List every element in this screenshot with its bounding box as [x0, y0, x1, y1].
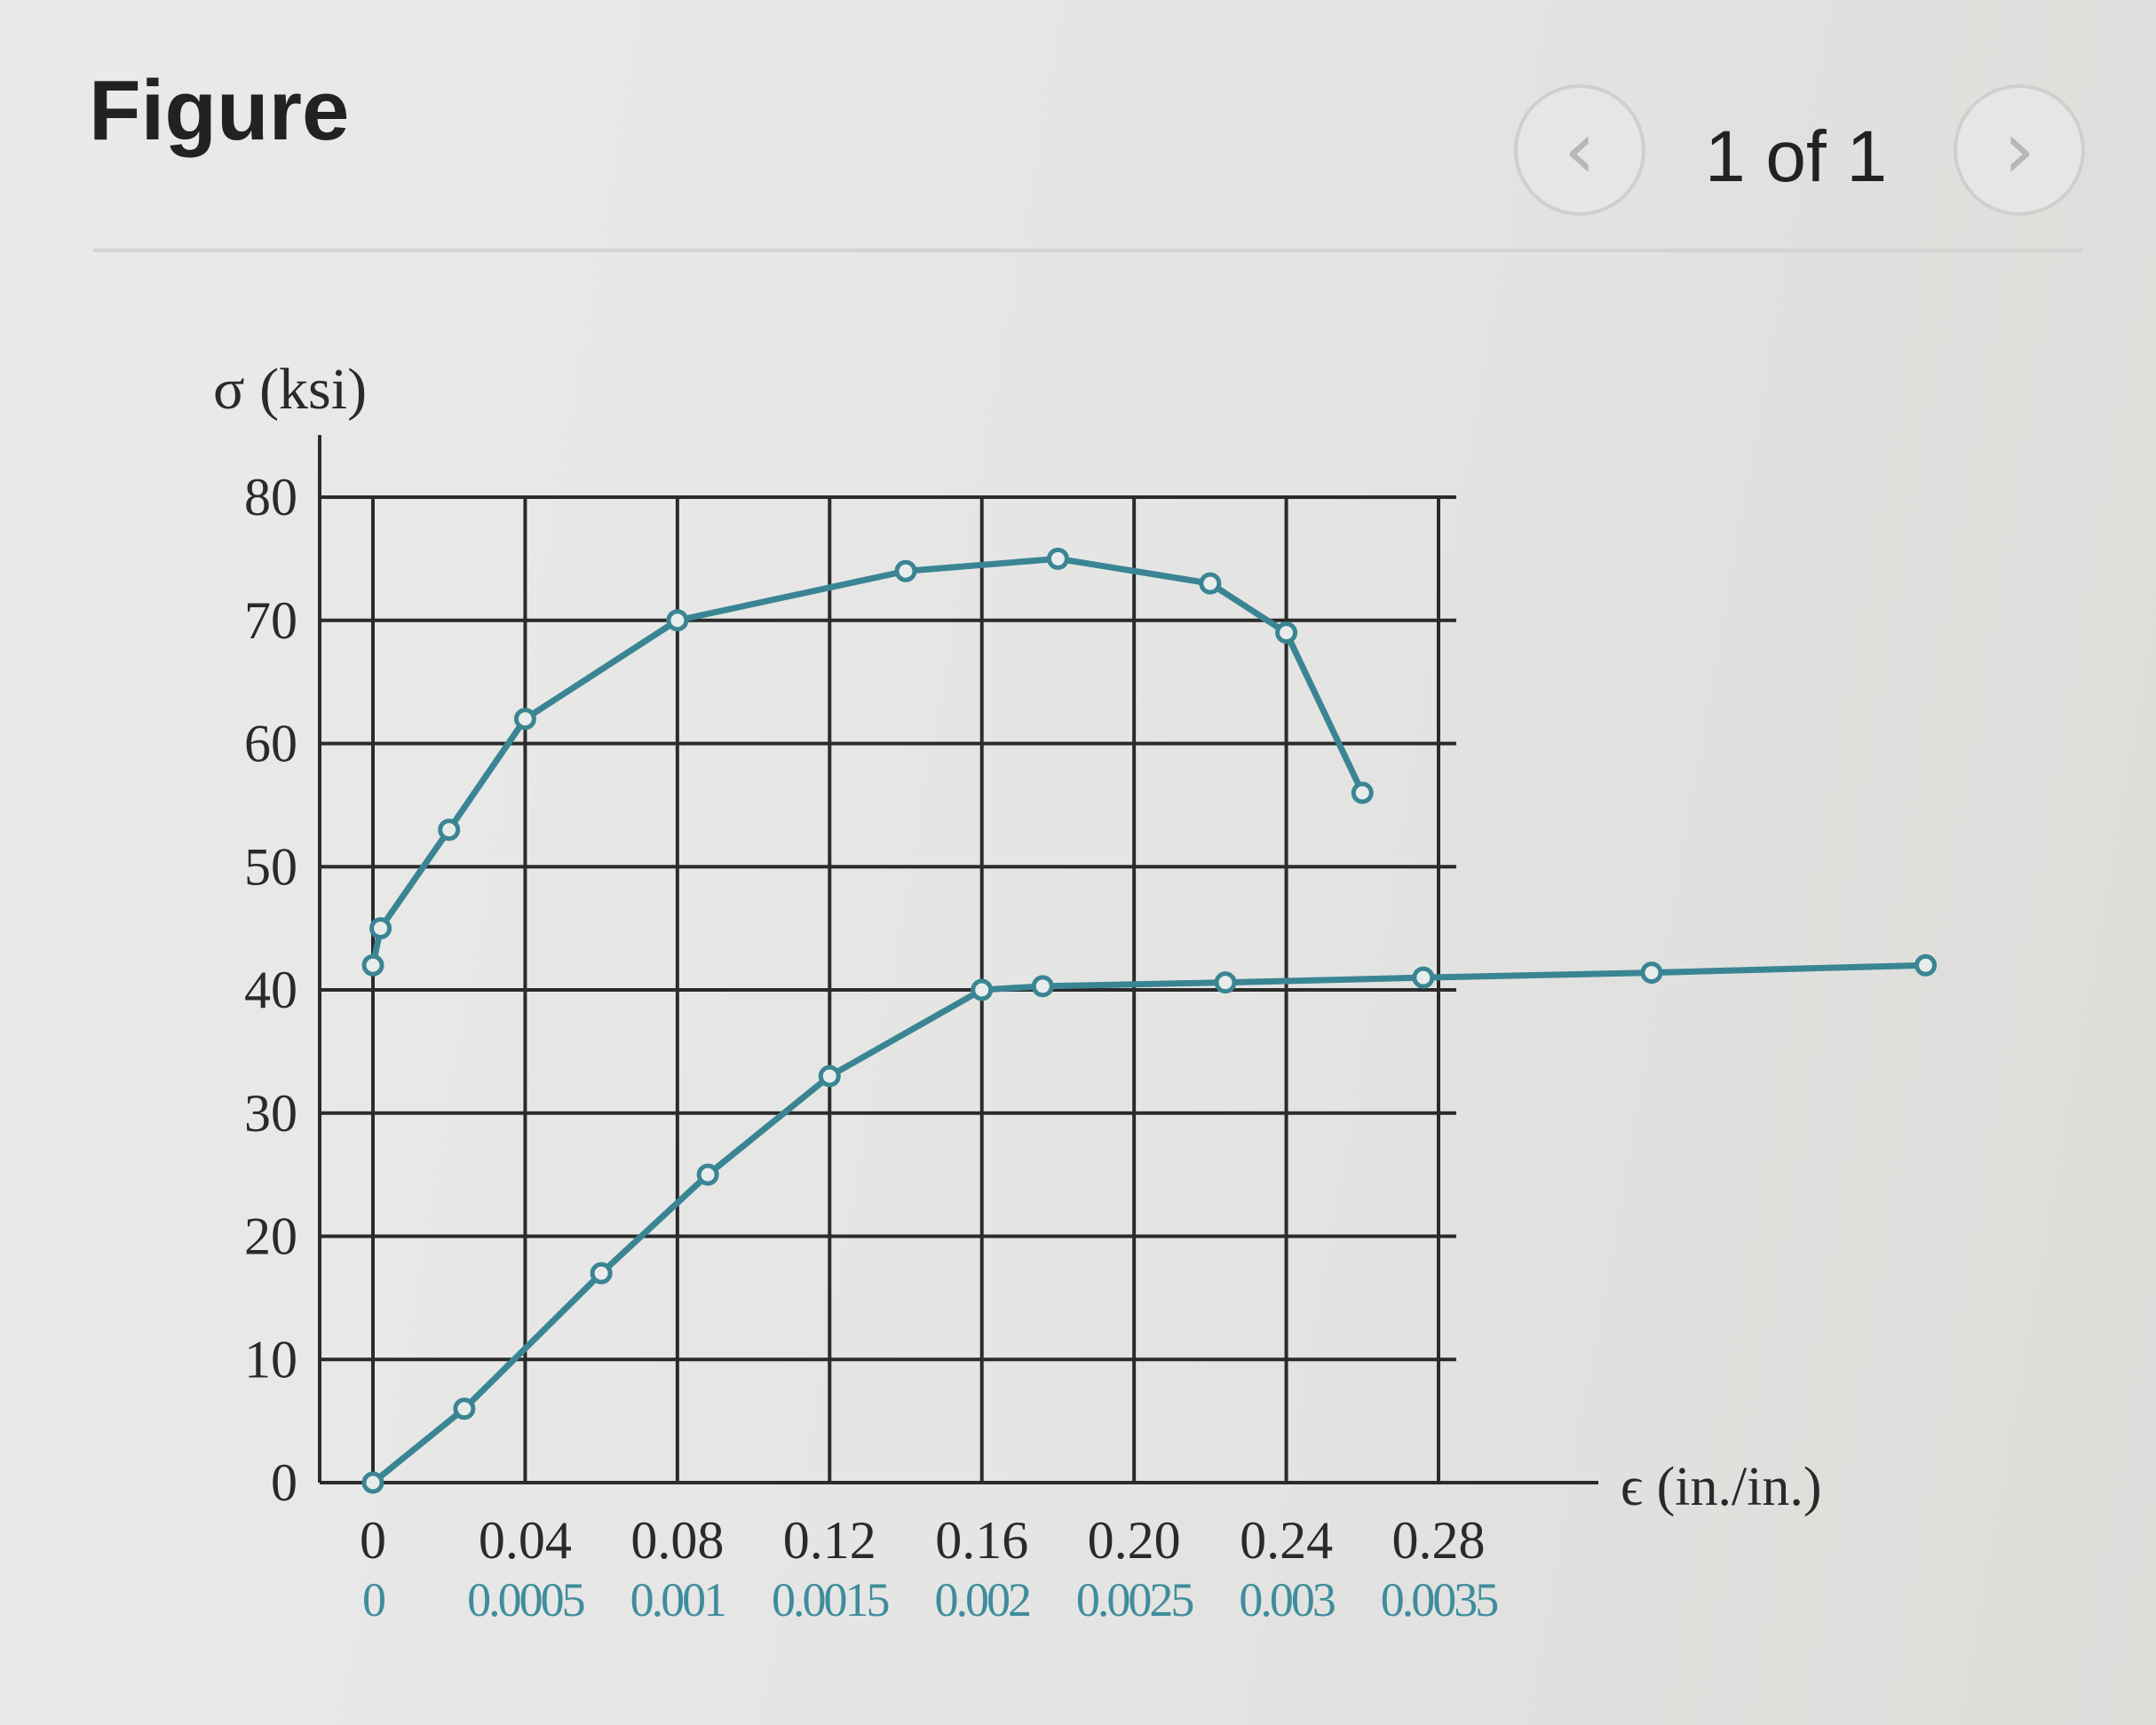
page-indicator: 1 of 1: [1705, 116, 1888, 197]
y-tick-label: 80: [244, 468, 297, 526]
data-point: [369, 917, 392, 940]
y-tick-label: 70: [244, 591, 297, 650]
figure-title: Figure: [89, 63, 350, 158]
y-tick-label: 10: [244, 1330, 297, 1389]
x-tick-label-bottom: 0.0035: [1381, 1573, 1498, 1626]
data-point: [361, 953, 384, 977]
pager: ‹ 1 of 1 ›: [0, 84, 2156, 218]
y-tick-label: 60: [244, 715, 297, 773]
x-tick-label-bottom: 0.003: [1239, 1573, 1335, 1626]
data-point: [453, 1397, 476, 1420]
data-point: [696, 1163, 719, 1186]
x-tick-label-top: 0.08: [630, 1511, 724, 1570]
data-point: [1046, 547, 1069, 570]
y-axis-label: σ (ksi): [213, 357, 367, 422]
y-tick-label: 0: [271, 1453, 297, 1512]
data-point: [1351, 781, 1374, 804]
data-point: [1275, 621, 1298, 645]
data-point: [894, 559, 917, 582]
data-point: [1214, 971, 1237, 994]
x-tick-label-top: 0.04: [479, 1511, 572, 1570]
x-tick-label-bottom: 0.0005: [467, 1573, 584, 1626]
x-tick-label-top: 0: [360, 1511, 386, 1570]
data-point: [1914, 953, 1938, 977]
data-point: [1640, 961, 1663, 985]
series-line-2: [369, 555, 1366, 969]
x-tick-label-top: 0.28: [1392, 1511, 1486, 1570]
x-tick-label-top: 0.16: [935, 1511, 1028, 1570]
chevron-left-icon: ‹: [1564, 103, 1596, 197]
x-tick-label-bottom: 0.0015: [772, 1573, 889, 1626]
x-axis-label: ϵ (in./in.): [1621, 1457, 1822, 1517]
data-point: [361, 1471, 384, 1494]
y-tick-label: 20: [244, 1207, 297, 1266]
x-tick-label-bottom: 0.0025: [1076, 1573, 1193, 1626]
next-button[interactable]: ›: [1954, 84, 2085, 216]
data-point: [513, 708, 536, 731]
data-point: [971, 978, 994, 1001]
series-line-1: [369, 961, 1930, 1486]
x-tick-label-bottom: 0: [362, 1573, 384, 1626]
header-divider: [93, 249, 2082, 252]
data-point: [1412, 966, 1435, 989]
x-tick-label-top: 0.24: [1240, 1511, 1333, 1570]
data-point: [1031, 975, 1054, 998]
x-tick-label-top: 0.12: [783, 1511, 876, 1570]
data-point: [666, 609, 689, 632]
previous-button[interactable]: ‹: [1514, 84, 1645, 216]
data-point: [818, 1064, 841, 1088]
chevron-right-icon: ›: [2003, 103, 2035, 197]
y-tick-label: 30: [244, 1084, 297, 1143]
y-tick-label: 40: [244, 961, 297, 1019]
y-tick-label: 50: [244, 837, 297, 896]
x-tick-label-top: 0.20: [1088, 1511, 1181, 1570]
x-tick-label-bottom: 0.002: [934, 1573, 1030, 1626]
data-point: [590, 1262, 613, 1285]
data-point: [438, 819, 461, 842]
x-tick-label-bottom: 0.001: [630, 1573, 725, 1626]
data-point: [1199, 572, 1222, 595]
